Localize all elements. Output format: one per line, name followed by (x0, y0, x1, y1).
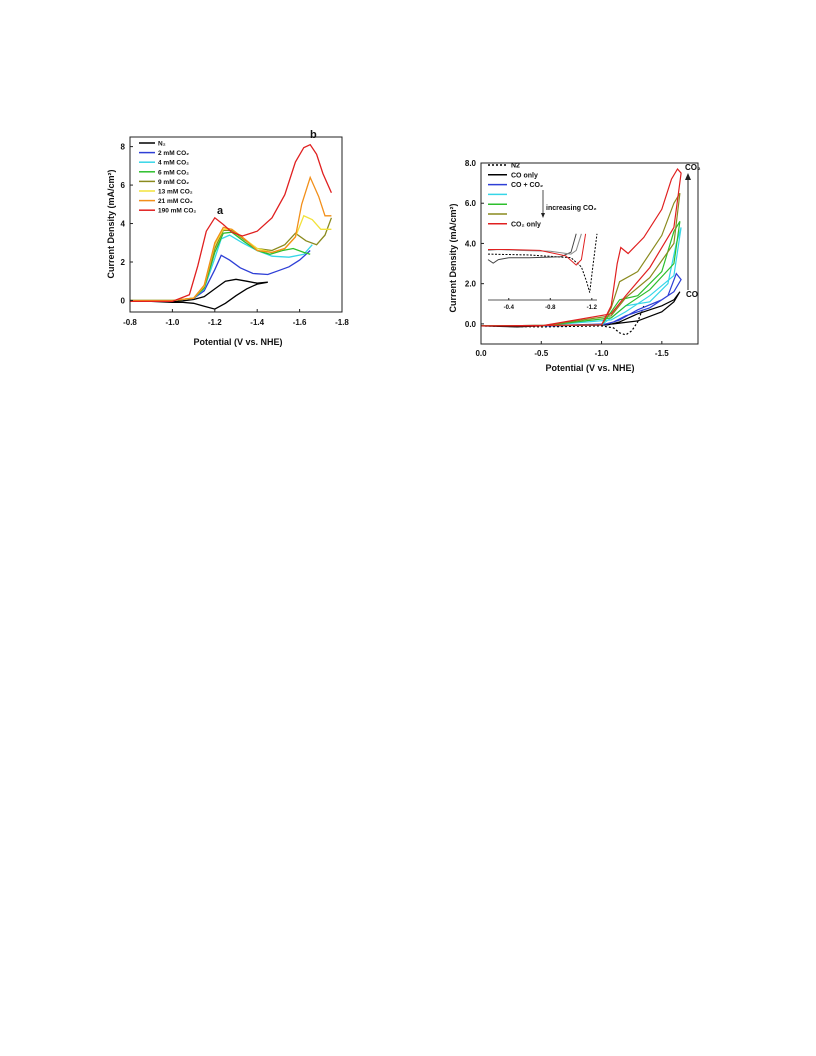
chart-right-series-line-6 (480, 167, 682, 327)
inset-series-line-3 (488, 233, 587, 266)
chart-right-annotation-co2: CO₂ (685, 163, 701, 172)
chart-left-legend-label: 2 mM CO₂ (158, 150, 189, 157)
chart-left-series-line-7 (130, 143, 332, 303)
chart-left-legend-label: 21 mM CO₂ (158, 198, 193, 205)
chart-right-legend-label: N2 (511, 163, 520, 170)
chart-right-x-tick-label: 0.0 (475, 349, 487, 358)
chart-right-annotation-increasing: increasing CO₂ (546, 205, 597, 212)
chart-right-y-tick-label: 6.0 (465, 199, 477, 208)
chart-right-y-axis-label: Current Density (mA/cm²) (448, 203, 458, 312)
chart-right-axes-frame (480, 162, 699, 345)
chart-left-y-tick-label: 2 (121, 258, 126, 267)
chart-right-legend: N2 CO only CO + CO₂ CO₂ only (488, 163, 543, 228)
chart-right: 0.0 -0.5 -1.0 -1.5 0.0 2.0 4.0 6.0 8.0 Potential… (448, 159, 701, 373)
chart-left-ticks: -0.8 -1.0 -1.2 -1.4 -1.6 -1.8 0 2 4 6 8 (121, 143, 350, 327)
chart-left-x-tick-label: -0.8 (123, 318, 137, 327)
chart-left-legend: N₂ 2 mM CO₂ 4 mM CO₂ 6 mM CO₂ 9 mM CO₂ 13 mM … (139, 141, 196, 215)
inset-x-tick-label: -0.8 (545, 305, 556, 311)
chart-right-co-arrow-head (685, 173, 691, 180)
chart-left-legend-label: 6 mM CO₂ (158, 169, 189, 176)
chart-left-axes-frame (129, 136, 343, 313)
chart-left-y-tick-label: 8 (121, 143, 126, 152)
chart-left-x-tick-label: -1.6 (293, 318, 307, 327)
chart-left-x-tick-label: -1.0 (166, 318, 180, 327)
chart-right-legend-label: CO₂ only (511, 221, 541, 228)
chart-right-y-tick-label: 0.0 (465, 320, 477, 329)
chart-right-series-line-2 (481, 272, 682, 327)
chart-left-x-tick-label: -1.8 (335, 318, 349, 327)
chart-left-y-axis-label: Current Density (mA/cm²) (106, 169, 116, 278)
chart-right-y-tick-label: 4.0 (465, 239, 477, 248)
chart-right-y-tick-label: 2.0 (465, 280, 477, 289)
chart-left-legend-label: 4 mM CO₂ (158, 160, 189, 167)
chart-left-y-tick-label: 6 (121, 181, 126, 190)
chart-right-x-tick-label: -1.0 (595, 349, 609, 358)
chart-right-series-line-4 (480, 220, 681, 327)
chart-right-legend-label: CO + CO₂ (511, 182, 543, 189)
chart-left-legend-label: 9 mM CO₂ (158, 179, 189, 186)
chart-right-x-axis-label: Potential (V vs. NHE) (545, 363, 634, 373)
chart-right-legend-label: CO only (511, 172, 538, 179)
chart-left-x-tick-label: -1.2 (208, 318, 222, 327)
inset-series-line-1 (487, 233, 577, 264)
chart-right-ticks: 0.0 -0.5 -1.0 -1.5 0.0 2.0 4.0 6.0 8.0 (465, 159, 669, 358)
chart-right-y-tick-label: 8.0 (465, 159, 477, 168)
chart-left-plot-area (129, 143, 333, 310)
chart-left-x-axis-label: Potential (V vs. NHE) (193, 337, 282, 347)
chart-right-x-tick-label: -0.5 (534, 349, 548, 358)
chart-left-annotation-a: a (217, 205, 224, 217)
chart-left-legend-label: 13 mM CO₂ (158, 189, 193, 196)
chart-left: -0.8 -1.0 -1.2 -1.4 -1.6 -1.8 0 2 4 6 8 Potential … (106, 129, 349, 347)
chart-right-series-line-0 (480, 305, 645, 336)
inset-x-tick-label: -0.4 (504, 305, 515, 311)
chart-left-legend-label: 190 mM CO₂ (158, 208, 196, 215)
chart-left-y-tick-label: 0 (121, 296, 126, 305)
chart-right-series-line-5 (480, 192, 681, 327)
chart-left-x-tick-label: -1.4 (250, 318, 264, 327)
chart-left-legend-label: N₂ (158, 141, 166, 148)
chart-left-series-line-0 (129, 278, 268, 310)
chart-right-annotation-co: CO (686, 290, 698, 299)
chart-right-plot-area (480, 167, 682, 336)
chart-left-series-line-6 (130, 175, 332, 302)
inset-x-tick-label: -1.2 (587, 305, 598, 311)
chart-right-x-tick-label: -1.5 (655, 349, 669, 358)
chart-right-inset: -0.4 -0.8 -1.2 (487, 232, 598, 311)
chart-left-annotation-b: b (310, 129, 317, 141)
chart-right-increasing-arrow-head (541, 213, 545, 218)
chart-left-y-tick-label: 4 (121, 220, 126, 229)
chart-left-series-line-1 (130, 250, 311, 302)
